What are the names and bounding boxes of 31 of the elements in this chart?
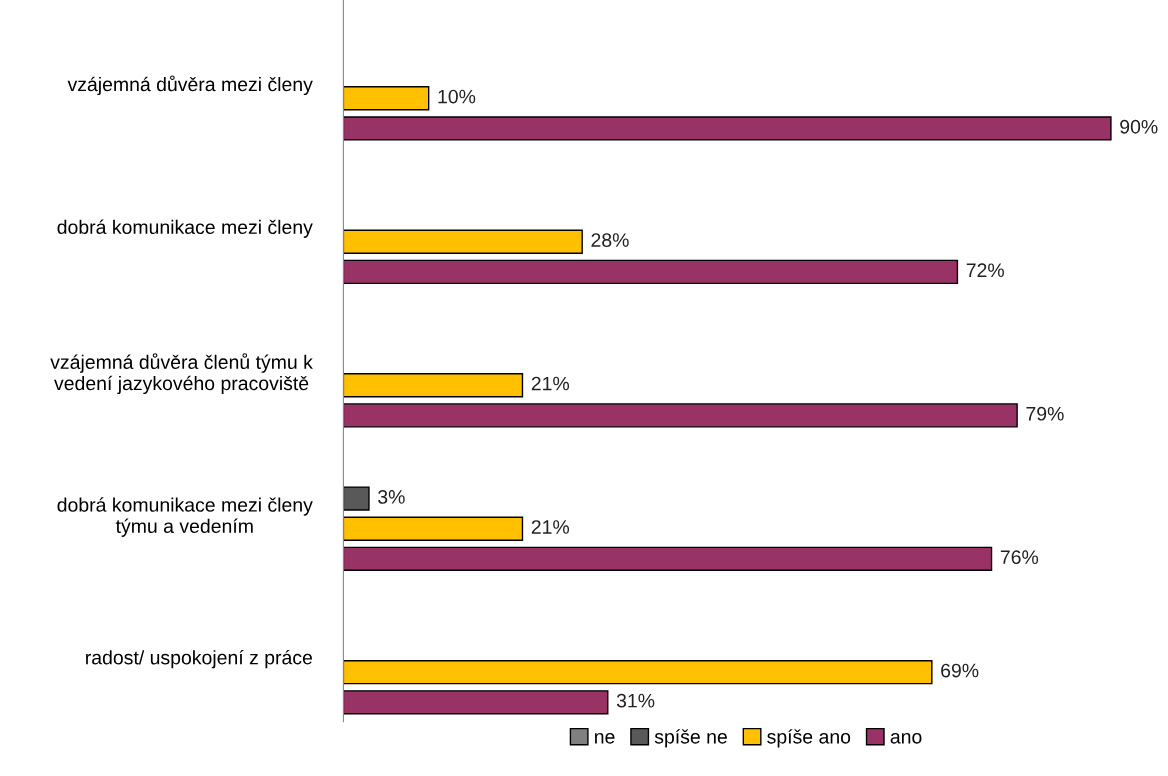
data-label: 79% [1026,406,1064,421]
legend-label: spíše ne [654,729,727,748]
data-label: 28% [591,233,629,247]
data-label: 21% [531,376,570,391]
bar [343,546,993,572]
bar [343,229,583,254]
data-label: 90% [1120,119,1158,134]
legend-label: ano [890,732,922,744]
data-label: 3% [378,490,405,504]
y-tick-label: vzájemná důvěra mezi členy [67,75,313,96]
y-tick-label: dobrá komunikace mezi členy [57,219,313,238]
data-label: 10% [438,89,476,104]
bar [343,486,370,511]
bar [343,86,430,111]
bar [343,373,524,398]
bar [343,259,959,285]
bar [343,690,609,715]
bar [343,116,1112,141]
data-label: 69% [941,663,979,678]
y-tick-label: dobrá komunikace mezi členy týmu a vedením [57,497,313,537]
y-tick-label: radost/ uspokojení z práce [86,649,312,669]
legend-label: ne [595,732,615,744]
y-tick-label: vzájemná důvěra členů týmu k vedení jazykového pracoviště [50,353,313,395]
bar [343,403,1018,428]
data-label: 72% [966,263,1004,278]
data-label: 76% [1000,550,1039,565]
data-label: 31% [616,693,655,708]
bar [343,516,524,541]
data-label: 21% [531,520,570,534]
legend-label: spíše ano [767,729,851,748]
bar [343,660,933,685]
